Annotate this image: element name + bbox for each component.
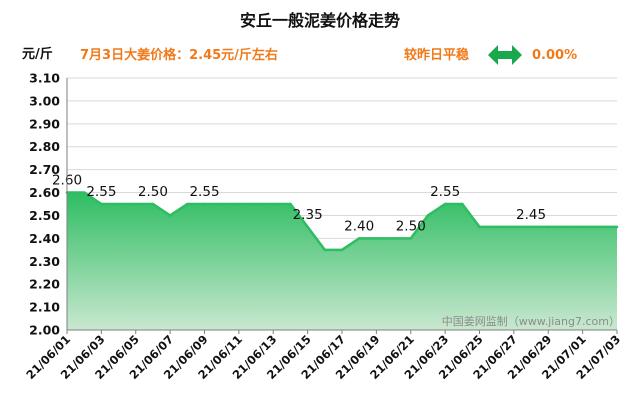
- y-tick-label: 2.20: [29, 277, 60, 292]
- data-point: [357, 237, 361, 240]
- data-point: [220, 202, 223, 206]
- price-note: 7月3日大姜价格：2.45元/斤左右: [80, 47, 278, 63]
- data-point: [254, 202, 258, 206]
- data-point: [512, 225, 516, 229]
- data-point: [168, 214, 172, 217]
- data-point: [478, 225, 481, 229]
- data-point: [117, 202, 120, 206]
- data-point: [426, 214, 430, 217]
- data-point: [564, 225, 567, 229]
- data-point: [529, 225, 533, 229]
- y-axis-ticks: 2.00 2.10 2.20 2.30 2.40 2.50 2.60 2.70 2.80 2.90…: [29, 71, 60, 338]
- data-label: 2.35: [293, 207, 323, 223]
- data-point: [461, 202, 464, 206]
- data-point: [82, 191, 86, 194]
- data-label: 2.55: [189, 184, 219, 200]
- y-tick-label: 2.70: [29, 162, 60, 177]
- y-tick-label: 2.60: [29, 185, 60, 200]
- data-point: [546, 225, 550, 229]
- data-point: [392, 237, 395, 240]
- data-point: [203, 202, 206, 206]
- data-point: [186, 202, 189, 206]
- y-tick-label: 2.10: [29, 300, 60, 315]
- data-point: [289, 202, 292, 206]
- change-label: 较昨日平稳: [404, 47, 469, 63]
- data-point: [100, 202, 103, 206]
- y-tick-label: 2.90: [29, 116, 60, 131]
- double-arrow-icon: [488, 45, 522, 65]
- data-label: 2.50: [396, 218, 426, 234]
- data-point: [409, 237, 413, 240]
- x-axis-ticks: 21/06/0121/06/0321/06/0521/06/0721/06/09…: [23, 330, 623, 382]
- data-point: [495, 225, 498, 229]
- data-label: 2.40: [344, 218, 374, 234]
- data-point: [443, 202, 447, 206]
- y-tick-label: 2.80: [29, 139, 60, 154]
- watermark: 中国姜网监制（www.jiang7.com）: [442, 314, 620, 328]
- data-point: [340, 248, 344, 252]
- data-point: [323, 248, 327, 252]
- y-tick-label: 2.00: [29, 323, 60, 338]
- data-label: 2.45: [516, 207, 546, 223]
- y-tick-label: 3.00: [29, 93, 60, 108]
- y-tick-label: 3.10: [29, 71, 60, 86]
- y-tick-label: 2.40: [29, 231, 60, 246]
- data-point: [598, 225, 602, 229]
- y-axis-unit-label: 元/斤: [22, 46, 53, 62]
- y-tick-label: 2.50: [29, 208, 60, 223]
- data-point: [615, 225, 619, 229]
- change-value: 0.00%: [532, 48, 577, 63]
- data-label: 2.55: [430, 184, 460, 200]
- data-point: [306, 225, 309, 229]
- data-label: 2.50: [138, 184, 168, 200]
- data-point: [237, 202, 241, 206]
- chart-title: 安丘一般泥姜价格走势: [240, 11, 400, 30]
- y-tick-label: 2.30: [29, 254, 60, 269]
- data-point: [375, 237, 378, 240]
- data-point: [581, 225, 584, 229]
- data-points: [65, 191, 619, 252]
- data-point: [151, 202, 155, 206]
- data-point: [134, 202, 138, 206]
- data-labels: 2.602.55 2.50 2.552.352.40 2.502.552.45: [52, 173, 546, 235]
- data-label: 2.55: [86, 184, 116, 200]
- data-point: [271, 202, 275, 206]
